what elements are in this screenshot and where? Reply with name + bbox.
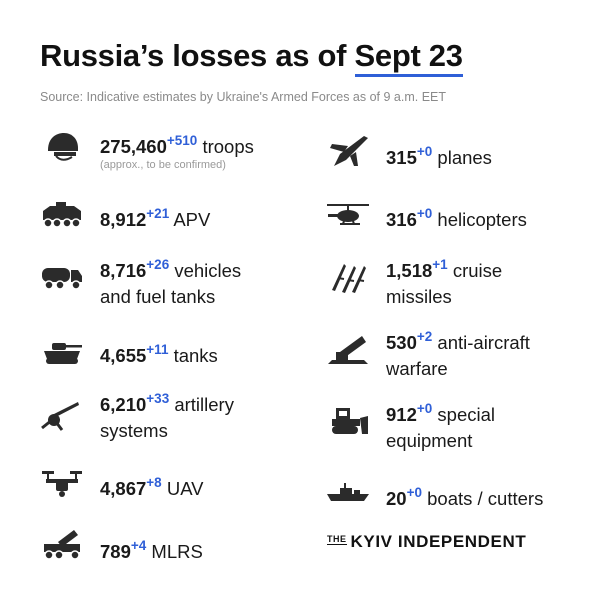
- brand-name: KYIV INDEPENDENT: [350, 532, 527, 551]
- apv-delta: +21: [146, 206, 170, 221]
- anti-aircraft-label-1: anti-aircraft: [437, 332, 530, 353]
- tank-icon: [44, 343, 82, 364]
- mlrs-delta: +4: [130, 538, 147, 553]
- uav-value: 4,867: [100, 478, 147, 499]
- page-title: Russia’s losses as of Sept 23: [40, 38, 463, 77]
- helicopters-label: helicopters: [437, 209, 527, 230]
- planes-label: planes: [437, 147, 492, 168]
- boats-value: 20: [386, 488, 407, 509]
- vehicles-delta: +26: [146, 257, 170, 272]
- warship-icon: [327, 483, 369, 501]
- jet-plane-icon: [330, 136, 368, 166]
- soldier-helmet-icon: [48, 133, 78, 161]
- apv-value: 8,912: [100, 209, 147, 230]
- special-equipment-delta: +0: [416, 401, 433, 416]
- drone-icon: [42, 471, 82, 497]
- boats-delta: +0: [406, 485, 422, 500]
- special-equipment-label-2: equipment: [386, 430, 473, 451]
- cruise-missiles-icon: [332, 264, 366, 293]
- mlrs-label: MLRS: [151, 541, 203, 562]
- artillery-delta: +33: [146, 391, 170, 406]
- helicopters-delta: +0: [416, 206, 433, 221]
- uav-delta: +8: [146, 475, 162, 490]
- troops-value: 275,460: [100, 136, 167, 157]
- troops-label: troops: [202, 136, 254, 157]
- bulldozer-icon: [332, 408, 368, 434]
- brand-logo: THE KYIV INDEPENDENT: [327, 532, 526, 552]
- planes-delta: +0: [416, 144, 433, 159]
- fuel-truck-icon: [42, 268, 82, 290]
- troops-note: (approx., to be confirmed): [100, 159, 226, 171]
- boats-label: boats / cutters: [427, 488, 544, 509]
- vehicles-value: 8,716: [100, 260, 147, 281]
- armored-vehicle-icon: [43, 202, 81, 228]
- uav-label: UAV: [166, 478, 204, 499]
- helicopter-icon: [327, 204, 369, 225]
- vehicles-label-1: vehicles: [174, 260, 242, 281]
- title-date: Sept 23: [354, 38, 463, 77]
- artillery-icon: [41, 402, 79, 431]
- apv-label: APV: [173, 209, 211, 230]
- troops-delta: +510: [166, 133, 198, 148]
- helicopters-value: 316: [386, 209, 417, 230]
- cruise-missiles-delta: +1: [432, 257, 448, 272]
- artillery-value: 6,210: [100, 394, 147, 415]
- anti-aircraft-value: 530: [386, 332, 417, 353]
- mlrs-icon: [44, 530, 80, 560]
- source-note: Source: Indicative estimates by Ukraine'…: [40, 90, 447, 104]
- title-middle: as of: [275, 38, 347, 73]
- brand-the: THE: [327, 534, 347, 545]
- cruise-missiles-value: 1,518: [386, 260, 433, 281]
- artillery-label-2: systems: [100, 420, 168, 441]
- cruise-missiles-label-1: cruise: [452, 260, 503, 281]
- planes-value: 315: [386, 147, 417, 168]
- tanks-value: 4,655: [100, 345, 147, 366]
- special-equipment-value: 912: [386, 404, 417, 425]
- cruise-missiles-label-2: missiles: [386, 286, 452, 307]
- vehicles-label-2: and fuel tanks: [100, 286, 216, 307]
- anti-aircraft-icon: [328, 336, 368, 364]
- tanks-delta: +11: [146, 342, 169, 357]
- anti-aircraft-delta: +2: [416, 329, 433, 344]
- tanks-label: tanks: [173, 345, 218, 366]
- artillery-label-1: artillery: [174, 394, 234, 415]
- title-prefix: Russia’s losses: [40, 38, 267, 73]
- special-equipment-label-1: special: [437, 404, 496, 425]
- anti-aircraft-label-2: warfare: [386, 358, 448, 379]
- mlrs-value: 789: [100, 541, 131, 562]
